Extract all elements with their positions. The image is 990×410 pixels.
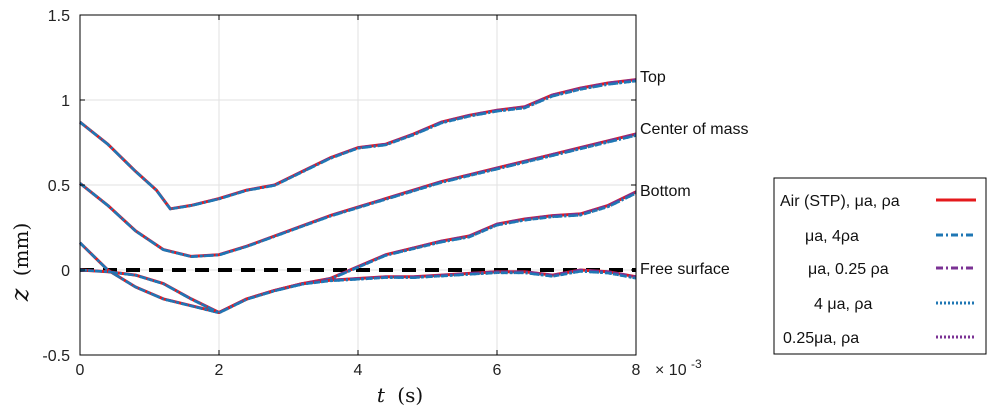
legend: Air (STP), μa, ρa μa, 4ρa μa, 0.25 ρa 4 μa,… <box>773 177 987 355</box>
y-tick-label: 1 <box>61 93 70 110</box>
line-labels: Top Center of mass Bottom Free surface <box>640 69 748 278</box>
line-label: Free surface <box>640 261 730 278</box>
series-line <box>79 79 637 211</box>
y-axis-unit: (mm) <box>9 223 33 277</box>
axis-ticks: 0 2 4 6 8 -0.5 0 0.5 1 1.5 <box>42 8 640 379</box>
legend-label: μa, 4ρa <box>805 228 859 245</box>
y-tick-label: 0 <box>61 263 70 280</box>
legend-label: μa, 0.25 ρa <box>808 261 889 278</box>
y-tick-label: 0.5 <box>48 178 70 195</box>
legend-label: Air (STP), μa, ρa <box>780 193 900 210</box>
grid <box>79 14 637 356</box>
x-tick-label: 2 <box>215 362 224 379</box>
plot-lines <box>78 78 637 315</box>
y-axis-variable: z <box>6 288 34 302</box>
x-multiplier-exponent: -3 <box>691 357 702 371</box>
series-line <box>79 192 637 315</box>
x-tick-label: 6 <box>493 362 502 379</box>
legend-label: 0.25μa, ρa <box>783 330 859 347</box>
x-tick-label: 0 <box>76 362 85 379</box>
x-axis-multiplier: × 10 -3 <box>655 357 702 379</box>
x-axis-variable: t <box>377 383 386 407</box>
line-label: Bottom <box>640 183 691 200</box>
line-label: Center of mass <box>640 121 748 138</box>
series-line <box>79 268 637 315</box>
x-axis-title: t (s) <box>377 383 423 407</box>
x-axis-unit: (s) <box>397 383 423 407</box>
y-axis-title: z (mm) <box>6 223 34 303</box>
series-line <box>79 134 637 258</box>
y-tick-label: -0.5 <box>42 348 70 365</box>
series-line <box>79 268 637 315</box>
line-label: Top <box>640 69 666 86</box>
legend-label: 4 μa, ρa <box>814 296 872 313</box>
x-tick-label: 4 <box>354 362 363 379</box>
legend-box <box>773 177 987 355</box>
x-tick-label: 8 <box>632 362 641 379</box>
x-multiplier-base: × 10 <box>655 362 687 379</box>
y-tick-label: 1.5 <box>48 8 70 25</box>
